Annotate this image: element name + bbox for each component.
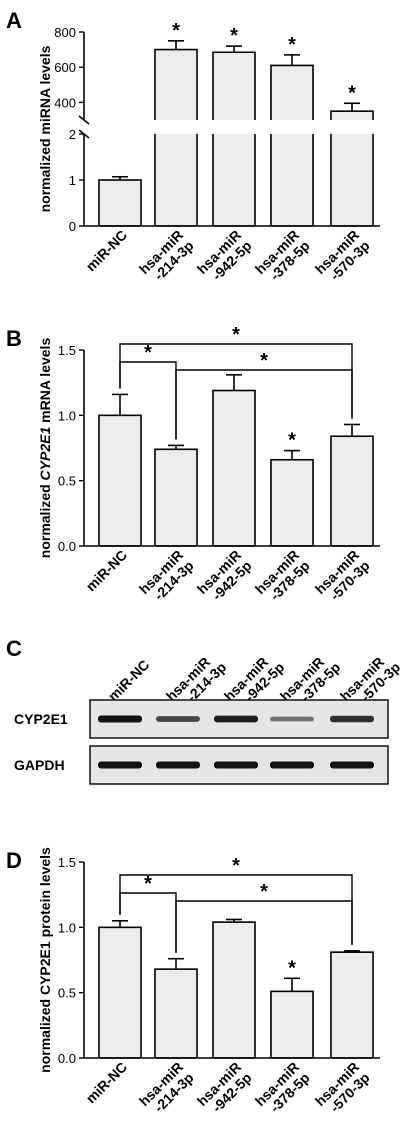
bar-upper	[212, 51, 256, 120]
y-tick-label: 2	[69, 127, 76, 142]
chart-d: * * * * 0.0 0.5 1.0 1.5 normalized CYP2E1 protei…	[37, 847, 380, 1120]
category-label: hsa-miR-570-3p	[312, 1059, 373, 1120]
category-label: hsa-miR-942-5p	[194, 547, 255, 608]
category-label: miR-NC	[83, 227, 131, 275]
blot-band	[330, 715, 374, 723]
bar	[154, 968, 198, 1059]
bracket-star: *	[144, 342, 152, 364]
y-tick-label: 400	[54, 95, 76, 110]
y-axis-label: normalized miRNA levels	[37, 45, 53, 212]
y-tick-label: 1.0	[58, 408, 76, 423]
panel-letter-a: A	[6, 8, 22, 33]
significance-star: *	[288, 430, 296, 452]
blot-band	[330, 761, 374, 769]
bracket-star: *	[144, 873, 152, 895]
blot-band	[98, 715, 142, 723]
category-label: miR-NC	[83, 547, 131, 595]
panel-letter-b: B	[6, 326, 22, 351]
category-label: hsa-miR-214-3p	[136, 547, 197, 608]
bar-lower	[270, 134, 314, 227]
bar	[98, 179, 142, 227]
y-tick-label: 800	[54, 25, 76, 40]
bracket-star: *	[232, 855, 240, 877]
bar-lower	[330, 134, 374, 227]
lane-label: miR-NC	[105, 657, 153, 705]
bar	[330, 435, 374, 547]
category-label: hsa-miR-378-5p	[252, 547, 313, 608]
y-tick-label: 0.0	[58, 539, 76, 554]
blot-band	[98, 761, 142, 769]
bar-upper	[330, 110, 374, 120]
significance-bracket	[119, 874, 353, 945]
bar	[270, 458, 314, 547]
bar	[98, 926, 142, 1059]
category-label: hsa-miR-214-3p	[136, 1059, 197, 1120]
blot-band	[156, 761, 200, 769]
significance-star: *	[288, 957, 296, 979]
y-tick-label: 1.5	[58, 343, 76, 358]
bar-lower	[212, 134, 256, 227]
category-label: hsa-miR-570-3p	[312, 547, 373, 608]
bracket-star: *	[260, 881, 268, 903]
bar	[98, 414, 142, 547]
western-blot-c: miR-NC hsa-miR-214-3phsa-miR-942-5phsa-mi…	[14, 654, 400, 785]
significance-bracket	[175, 369, 353, 440]
axis-break-mark	[78, 115, 90, 125]
significance-star: *	[348, 82, 356, 104]
y-tick-label: 0.0	[58, 1051, 76, 1066]
chart-b: * * * * 0.0 0.5 1.0 1.5 normalized CYP2E1 mRNA l…	[37, 324, 380, 608]
y-tick-label: 1.5	[58, 855, 76, 870]
bracket-star: *	[260, 350, 268, 372]
blot-row-label: CYP2E1	[14, 711, 68, 727]
blot-row-label: GAPDH	[14, 757, 65, 773]
bar	[154, 448, 198, 547]
bar-upper	[154, 48, 198, 120]
category-label: hsa-miR-570-3p	[312, 227, 373, 288]
bar	[330, 951, 374, 1059]
panel-letter-d: D	[6, 848, 22, 873]
bracket-star: *	[232, 324, 240, 346]
y-tick-label: 0	[69, 219, 76, 234]
bar	[212, 921, 256, 1059]
bar-lower	[154, 134, 198, 227]
blot-band	[214, 715, 258, 723]
category-label: miR-NC	[83, 1059, 131, 1107]
y-tick-label: 1	[69, 173, 76, 188]
blot-band	[270, 761, 314, 769]
y-tick-label: 600	[54, 60, 76, 75]
blot-band	[156, 716, 200, 722]
y-tick-label: 0.5	[58, 986, 76, 1001]
y-tick-label: 1.0	[58, 920, 76, 935]
category-label: hsa-miR-214-3p	[136, 227, 197, 288]
y-tick-label: 0.5	[58, 474, 76, 489]
category-label: hsa-miR-942-5p	[194, 1059, 255, 1120]
category-label: hsa-miR-378-5p	[252, 227, 313, 288]
blot-band	[214, 761, 258, 769]
significance-star: *	[230, 25, 238, 47]
category-label: hsa-miR-378-5p	[252, 1059, 313, 1120]
category-label: hsa-miR-942-5p	[194, 227, 255, 288]
significance-star: *	[172, 20, 180, 42]
bar	[212, 389, 256, 547]
y-axis-label: normalized CYP2E1 protein levels	[37, 847, 53, 1073]
significance-bracket	[175, 900, 353, 953]
bar-upper	[270, 64, 314, 120]
bar	[270, 990, 314, 1059]
y-axis-label: normalized CYP2E1 mRNA levels	[37, 338, 53, 559]
significance-star: *	[288, 34, 296, 56]
significance-bracket	[119, 343, 353, 419]
blot-band	[270, 716, 314, 722]
panel-letter-c: C	[6, 636, 22, 661]
